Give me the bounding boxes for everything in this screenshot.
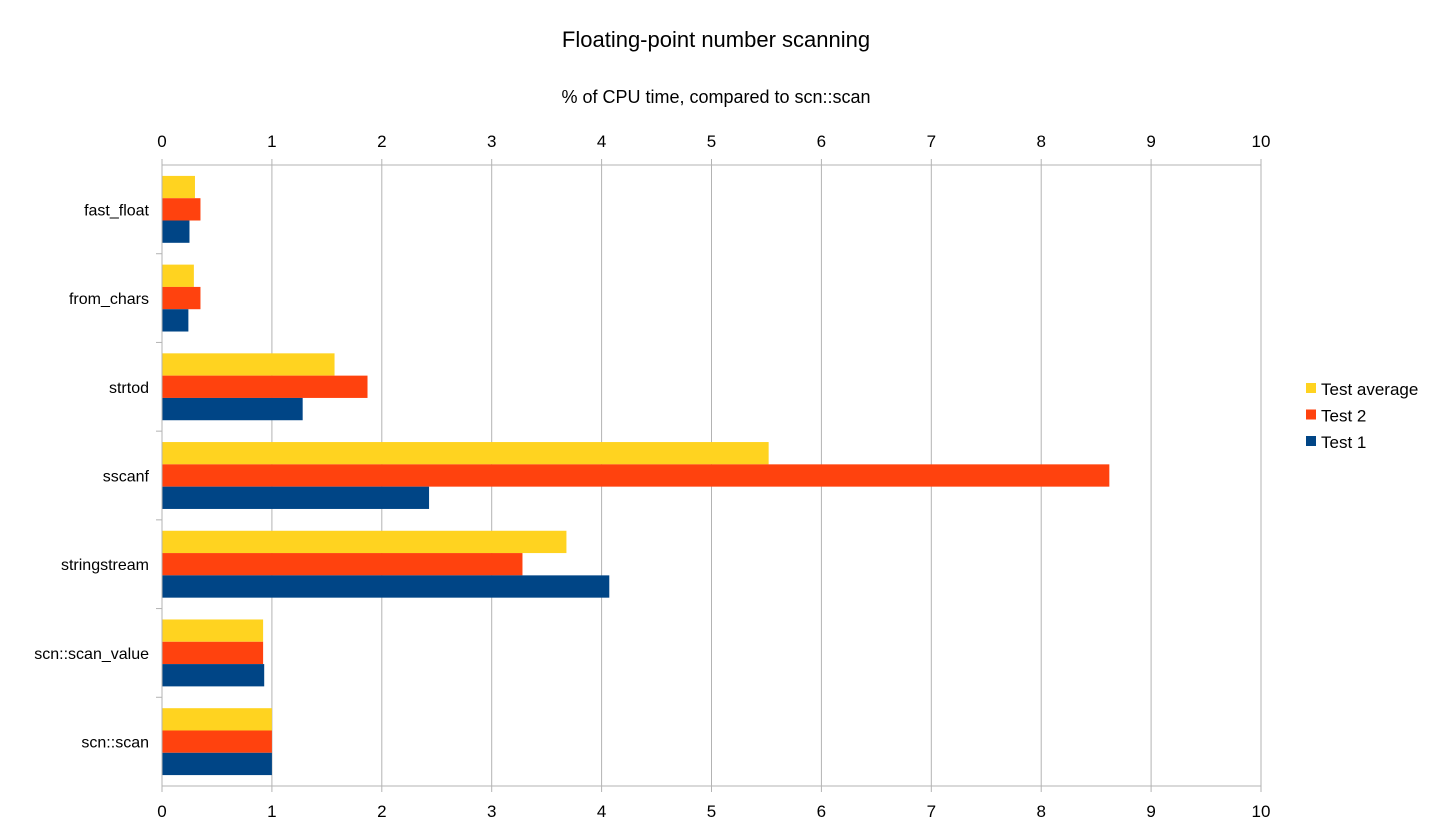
bar-stringstream-test-1	[162, 575, 610, 598]
chart-subtitle: % of CPU time, compared to scn::scan	[561, 87, 870, 107]
category-label: stringstream	[61, 557, 149, 574]
x-tick-label-top: 5	[707, 132, 716, 151]
bar-fast_float-test-2	[162, 198, 201, 221]
axes: 0 0 1 1 2 2 3 3 4 4 5 5 6 6 7 7 8 8 9 9 10 10 fast_float from_c…	[34, 132, 1270, 821]
x-tick-label-top: 1	[267, 132, 276, 151]
x-tick-label-top: 9	[1146, 132, 1155, 151]
bar-sscanf-test-1	[162, 486, 430, 509]
bar-scn::scan_value-test-1	[162, 664, 265, 687]
bar-scn::scan-test-average	[162, 708, 272, 731]
bar-sscanf-test-average	[162, 442, 769, 465]
category-label: scn::scan_value	[34, 646, 149, 663]
legend-label: Test average	[1321, 380, 1418, 399]
category-label: fast_float	[84, 202, 149, 219]
x-tick-label-bottom: 0	[157, 802, 166, 821]
category-label: from_chars	[69, 291, 149, 308]
bar-strtod-test-1	[162, 397, 303, 421]
bar-scn::scan_value-test-average	[162, 619, 264, 642]
bar-stringstream-test-average	[162, 530, 567, 554]
legend-swatch	[1306, 383, 1316, 393]
bar-from_chars-test-1	[162, 309, 189, 332]
category-label: strtod	[109, 380, 149, 397]
x-tick-label-bottom: 4	[597, 802, 606, 821]
x-tick-label-bottom: 10	[1252, 802, 1271, 821]
x-tick-label-top: 6	[817, 132, 826, 151]
bar-scn::scan-test-2	[162, 730, 272, 753]
x-tick-label-bottom: 9	[1146, 802, 1155, 821]
x-tick-label-bottom: 7	[927, 802, 936, 821]
x-tick-label-top: 0	[157, 132, 166, 151]
category-label: scn::scan	[81, 735, 149, 752]
x-tick-label-top: 3	[487, 132, 496, 151]
bar-fast_float-test-1	[162, 220, 190, 243]
category-label: sscanf	[103, 469, 150, 486]
bar-from_chars-test-2	[162, 286, 201, 310]
bar-sscanf-test-2	[162, 464, 1110, 487]
legend-swatch	[1306, 409, 1316, 420]
bars	[162, 175, 1110, 776]
x-tick-label-top: 2	[377, 132, 386, 151]
x-tick-label-top: 10	[1252, 132, 1271, 151]
bar-strtod-test-average	[162, 353, 335, 376]
legend-label: Test 1	[1321, 433, 1366, 452]
bar-scn::scan_value-test-2	[162, 641, 264, 665]
x-tick-label-top: 7	[927, 132, 936, 151]
bar-scn::scan-test-1	[162, 752, 272, 776]
x-tick-label-bottom: 8	[1036, 802, 1045, 821]
legend-swatch	[1306, 436, 1316, 446]
bar-fast_float-test-average	[162, 175, 195, 199]
x-tick-label-bottom: 1	[267, 802, 276, 821]
x-tick-label-bottom: 2	[377, 802, 386, 821]
x-tick-label-top: 8	[1036, 132, 1045, 151]
bar-stringstream-test-2	[162, 553, 523, 576]
x-tick-label-bottom: 5	[707, 802, 716, 821]
legend-label: Test 2	[1321, 407, 1366, 426]
chart-title: Floating-point number scanning	[562, 27, 870, 52]
x-tick-label-top: 4	[597, 132, 606, 151]
bar-from_chars-test-average	[162, 264, 194, 287]
x-tick-label-bottom: 6	[817, 802, 826, 821]
legend: Test average Test 2 Test 1	[1306, 380, 1418, 452]
x-tick-label-bottom: 3	[487, 802, 496, 821]
bar-strtod-test-2	[162, 375, 368, 398]
